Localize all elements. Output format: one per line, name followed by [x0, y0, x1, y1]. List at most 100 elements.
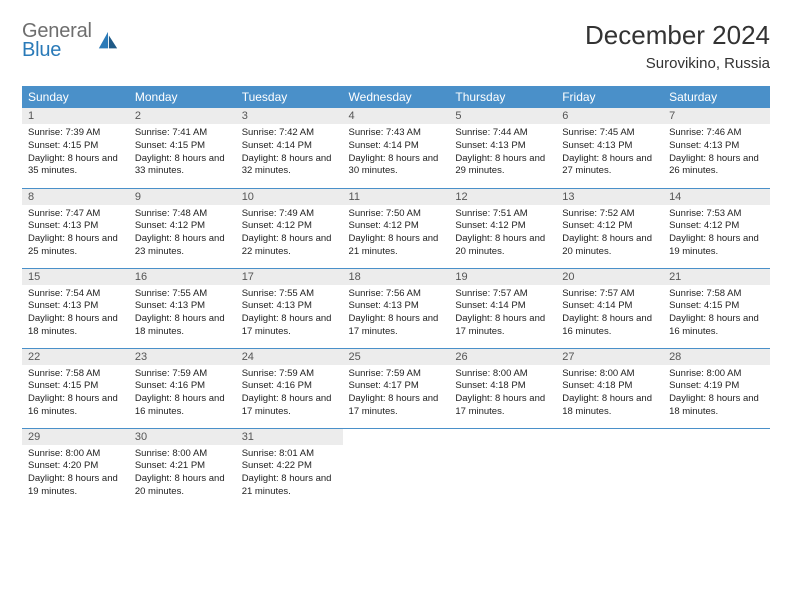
calendar-day-cell: 20Sunrise: 7:57 AMSunset: 4:14 PMDayligh…: [556, 268, 663, 348]
calendar-day-cell: [449, 428, 556, 508]
calendar-day-cell: 18Sunrise: 7:56 AMSunset: 4:13 PMDayligh…: [343, 268, 450, 348]
daylight-text: Daylight: 8 hours and 18 minutes.: [28, 313, 123, 339]
day-details: Sunrise: 7:45 AMSunset: 4:13 PMDaylight:…: [556, 124, 663, 182]
calendar-day-cell: 12Sunrise: 7:51 AMSunset: 4:12 PMDayligh…: [449, 188, 556, 268]
calendar-day-cell: 4Sunrise: 7:43 AMSunset: 4:14 PMDaylight…: [343, 108, 450, 188]
day-number: 12: [449, 189, 556, 205]
sunrise-text: Sunrise: 8:01 AM: [242, 448, 337, 461]
day-details: Sunrise: 8:01 AMSunset: 4:22 PMDaylight:…: [236, 445, 343, 503]
sunset-text: Sunset: 4:14 PM: [562, 300, 657, 313]
daylight-text: Daylight: 8 hours and 16 minutes.: [669, 313, 764, 339]
day-number: 11: [343, 189, 450, 205]
calendar-day-cell: 9Sunrise: 7:48 AMSunset: 4:12 PMDaylight…: [129, 188, 236, 268]
daylight-text: Daylight: 8 hours and 22 minutes.: [242, 233, 337, 259]
sunrise-text: Sunrise: 7:43 AM: [349, 127, 444, 140]
sunset-text: Sunset: 4:12 PM: [349, 220, 444, 233]
day-number: 24: [236, 349, 343, 365]
sunset-text: Sunset: 4:19 PM: [669, 380, 764, 393]
sunset-text: Sunset: 4:15 PM: [135, 140, 230, 153]
daylight-text: Daylight: 8 hours and 33 minutes.: [135, 153, 230, 179]
daylight-text: Daylight: 8 hours and 16 minutes.: [28, 393, 123, 419]
day-number: 2: [129, 108, 236, 124]
day-number: 23: [129, 349, 236, 365]
day-details: Sunrise: 7:59 AMSunset: 4:17 PMDaylight:…: [343, 365, 450, 423]
sunset-text: Sunset: 4:13 PM: [562, 140, 657, 153]
weekday-header: Tuesday: [236, 86, 343, 108]
day-number: 28: [663, 349, 770, 365]
day-number: 5: [449, 108, 556, 124]
day-details: Sunrise: 7:55 AMSunset: 4:13 PMDaylight:…: [236, 285, 343, 343]
logo: General Blue: [22, 20, 119, 62]
calendar-day-cell: [556, 428, 663, 508]
month-year: December 2024: [585, 20, 770, 51]
day-details: Sunrise: 7:43 AMSunset: 4:14 PMDaylight:…: [343, 124, 450, 182]
day-details: Sunrise: 7:48 AMSunset: 4:12 PMDaylight:…: [129, 205, 236, 263]
sunrise-text: Sunrise: 7:55 AM: [135, 288, 230, 301]
weekday-header: Friday: [556, 86, 663, 108]
sunrise-text: Sunrise: 8:00 AM: [28, 448, 123, 461]
calendar-day-cell: 28Sunrise: 8:00 AMSunset: 4:19 PMDayligh…: [663, 348, 770, 428]
calendar-day-cell: [343, 428, 450, 508]
page-header: General Blue December 2024 Surovikino, R…: [22, 20, 770, 72]
sunrise-text: Sunrise: 7:41 AM: [135, 127, 230, 140]
sunrise-text: Sunrise: 7:57 AM: [562, 288, 657, 301]
sunset-text: Sunset: 4:13 PM: [669, 140, 764, 153]
location: Surovikino, Russia: [585, 55, 770, 72]
calendar-table: SundayMondayTuesdayWednesdayThursdayFrid…: [22, 86, 770, 508]
sunrise-text: Sunrise: 7:58 AM: [28, 368, 123, 381]
sunset-text: Sunset: 4:12 PM: [562, 220, 657, 233]
sunrise-text: Sunrise: 7:52 AM: [562, 208, 657, 221]
calendar-day-cell: 8Sunrise: 7:47 AMSunset: 4:13 PMDaylight…: [22, 188, 129, 268]
day-number: 15: [22, 269, 129, 285]
calendar-day-cell: 11Sunrise: 7:50 AMSunset: 4:12 PMDayligh…: [343, 188, 450, 268]
daylight-text: Daylight: 8 hours and 20 minutes.: [562, 233, 657, 259]
sunrise-text: Sunrise: 7:53 AM: [669, 208, 764, 221]
day-number: 19: [449, 269, 556, 285]
day-details: Sunrise: 7:46 AMSunset: 4:13 PMDaylight:…: [663, 124, 770, 182]
sunset-text: Sunset: 4:22 PM: [242, 460, 337, 473]
calendar-body: 1Sunrise: 7:39 AMSunset: 4:15 PMDaylight…: [22, 108, 770, 508]
calendar-day-cell: 6Sunrise: 7:45 AMSunset: 4:13 PMDaylight…: [556, 108, 663, 188]
day-number: 21: [663, 269, 770, 285]
daylight-text: Daylight: 8 hours and 18 minutes.: [562, 393, 657, 419]
calendar-day-cell: 22Sunrise: 7:58 AMSunset: 4:15 PMDayligh…: [22, 348, 129, 428]
daylight-text: Daylight: 8 hours and 16 minutes.: [135, 393, 230, 419]
sunset-text: Sunset: 4:12 PM: [242, 220, 337, 233]
sunset-text: Sunset: 4:13 PM: [455, 140, 550, 153]
calendar-day-cell: 3Sunrise: 7:42 AMSunset: 4:14 PMDaylight…: [236, 108, 343, 188]
logo-line2: Blue: [22, 39, 92, 62]
sunset-text: Sunset: 4:14 PM: [349, 140, 444, 153]
weekday-header: Saturday: [663, 86, 770, 108]
day-number: 10: [236, 189, 343, 205]
day-details: Sunrise: 8:00 AMSunset: 4:21 PMDaylight:…: [129, 445, 236, 503]
day-details: Sunrise: 8:00 AMSunset: 4:18 PMDaylight:…: [556, 365, 663, 423]
day-details: Sunrise: 7:59 AMSunset: 4:16 PMDaylight:…: [129, 365, 236, 423]
calendar-day-cell: 25Sunrise: 7:59 AMSunset: 4:17 PMDayligh…: [343, 348, 450, 428]
sunset-text: Sunset: 4:13 PM: [349, 300, 444, 313]
sunset-text: Sunset: 4:17 PM: [349, 380, 444, 393]
calendar-day-cell: 31Sunrise: 8:01 AMSunset: 4:22 PMDayligh…: [236, 428, 343, 508]
sunset-text: Sunset: 4:12 PM: [135, 220, 230, 233]
day-details: Sunrise: 7:47 AMSunset: 4:13 PMDaylight:…: [22, 205, 129, 263]
daylight-text: Daylight: 8 hours and 19 minutes.: [28, 473, 123, 499]
daylight-text: Daylight: 8 hours and 17 minutes.: [242, 313, 337, 339]
day-number: 16: [129, 269, 236, 285]
daylight-text: Daylight: 8 hours and 18 minutes.: [669, 393, 764, 419]
day-details: Sunrise: 7:39 AMSunset: 4:15 PMDaylight:…: [22, 124, 129, 182]
weekday-header: Thursday: [449, 86, 556, 108]
calendar-day-cell: 15Sunrise: 7:54 AMSunset: 4:13 PMDayligh…: [22, 268, 129, 348]
sunset-text: Sunset: 4:14 PM: [455, 300, 550, 313]
weekday-header: Wednesday: [343, 86, 450, 108]
day-details: Sunrise: 7:51 AMSunset: 4:12 PMDaylight:…: [449, 205, 556, 263]
daylight-text: Daylight: 8 hours and 21 minutes.: [349, 233, 444, 259]
day-details: Sunrise: 8:00 AMSunset: 4:18 PMDaylight:…: [449, 365, 556, 423]
sunset-text: Sunset: 4:13 PM: [28, 220, 123, 233]
day-details: Sunrise: 7:58 AMSunset: 4:15 PMDaylight:…: [663, 285, 770, 343]
sunrise-text: Sunrise: 7:58 AM: [669, 288, 764, 301]
day-number: 7: [663, 108, 770, 124]
day-details: Sunrise: 7:49 AMSunset: 4:12 PMDaylight:…: [236, 205, 343, 263]
calendar-week: 22Sunrise: 7:58 AMSunset: 4:15 PMDayligh…: [22, 348, 770, 428]
calendar-day-cell: 5Sunrise: 7:44 AMSunset: 4:13 PMDaylight…: [449, 108, 556, 188]
sunset-text: Sunset: 4:13 PM: [135, 300, 230, 313]
day-details: Sunrise: 8:00 AMSunset: 4:19 PMDaylight:…: [663, 365, 770, 423]
